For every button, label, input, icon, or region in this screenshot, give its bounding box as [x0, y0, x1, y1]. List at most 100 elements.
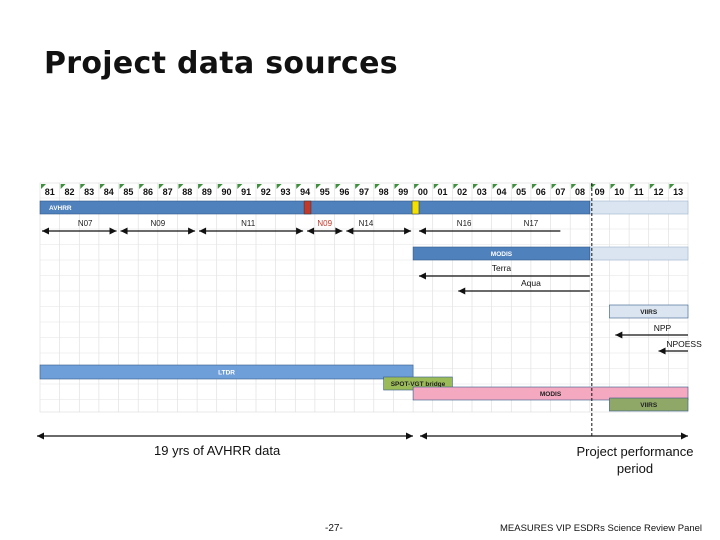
year-label-98: 98: [379, 187, 389, 197]
year-label-85: 85: [123, 187, 133, 197]
bar-viirs: [609, 304, 689, 319]
npp-arrow-head-left: [615, 331, 623, 339]
bar-label: VIIRS: [640, 309, 658, 316]
bar-label: MODIS: [540, 391, 562, 398]
year-cell-marker: [492, 184, 498, 189]
year-cell-marker: [315, 184, 321, 189]
performance-span-arrow-head-right: [681, 432, 688, 440]
year-label-94: 94: [300, 187, 310, 197]
year-cell-marker: [669, 184, 675, 189]
year-label-07: 07: [555, 187, 565, 197]
avhrr-arrow-1-head-right: [188, 227, 196, 235]
year-cell-marker: [119, 184, 125, 189]
year-cell-marker: [80, 184, 86, 189]
year-label-88: 88: [182, 187, 192, 197]
year-cell-marker: [394, 184, 400, 189]
year-label-91: 91: [241, 187, 251, 197]
year-label-10: 10: [614, 187, 624, 197]
avhrr-arrow-1-head-left: [120, 227, 128, 235]
year-cell-marker: [237, 184, 243, 189]
year-label-83: 83: [84, 187, 94, 197]
performance-period-caption: Project performance period: [576, 444, 694, 476]
avhrr-span-caption: 19 yrs of AVHRR data: [154, 443, 281, 458]
bar-extension-0: [589, 200, 689, 215]
year-cell-marker: [257, 184, 262, 189]
year-label-04: 04: [496, 187, 506, 197]
satellite-label: N09: [317, 219, 332, 228]
year-cell-marker: [630, 184, 636, 189]
year-label-81: 81: [45, 187, 55, 197]
bar-label: MODIS: [491, 251, 513, 258]
year-cell-marker: [473, 184, 478, 189]
terra-label: Terra: [492, 263, 512, 273]
year-label-90: 90: [222, 187, 232, 197]
year-label-12: 12: [654, 187, 664, 197]
bar-label: SPOT-VGT bridge: [391, 381, 446, 388]
data-source-timeline: 81 82 83 84 85 86 87 88 89 90 91 92 93 94 95 96 97 98 99 00…: [37, 182, 702, 440]
satellite-label: N16: [457, 219, 472, 228]
year-label-13: 13: [673, 187, 683, 197]
year-label-06: 06: [536, 187, 546, 197]
bar-label: AVHRR: [49, 205, 72, 212]
year-label-08: 08: [575, 187, 585, 197]
year-label-84: 84: [104, 187, 114, 197]
year-label-82: 82: [64, 187, 74, 197]
satellite-label: N09: [150, 219, 165, 228]
year-cell-marker: [355, 184, 361, 189]
aqua-label: Aqua: [521, 278, 541, 288]
year-cell-marker: [551, 184, 557, 189]
year-cell-marker: [41, 184, 46, 189]
bar-viirs: [609, 397, 689, 412]
year-label-99: 99: [398, 187, 408, 197]
year-cell-marker: [217, 184, 223, 189]
year-label-01: 01: [438, 187, 448, 197]
slide-title: Project data sources: [44, 46, 398, 81]
terra-arrow-head-left: [418, 272, 426, 280]
satellite-label: N11: [241, 219, 256, 228]
satellite-label: N17: [524, 219, 539, 228]
avhrr-arrow-2-head-left: [199, 227, 207, 235]
avhrr-arrow-4-head-right: [404, 227, 412, 235]
year-cell-marker: [571, 184, 577, 189]
year-label-96: 96: [339, 187, 349, 197]
year-cell-marker: [178, 184, 184, 189]
year-label-05: 05: [516, 187, 526, 197]
marker-0: [303, 200, 312, 215]
avhrr-arrow-0-head-right: [109, 227, 117, 235]
page-number: -27-: [325, 523, 343, 534]
year-cell-marker: [512, 184, 518, 189]
year-cell-marker: [60, 184, 66, 189]
year-label-09: 09: [595, 187, 605, 197]
year-cell-marker: [296, 184, 302, 189]
bar-extension-1: [589, 246, 689, 261]
year-cell-marker: [433, 184, 439, 189]
avhrr-arrow-2-head-right: [296, 227, 304, 235]
bar-avhrr: [39, 200, 591, 215]
year-label-95: 95: [320, 187, 330, 197]
avhrr-span-arrow-head-left: [37, 432, 44, 440]
year-label-97: 97: [359, 187, 369, 197]
year-cell-marker: [414, 184, 420, 189]
bar-ltdr: [39, 364, 414, 380]
avhrr-arrow-3-head-right: [335, 227, 343, 235]
year-label-93: 93: [280, 187, 290, 197]
year-cell-marker: [335, 184, 341, 189]
avhrr-arrow-n16-n17-head-left: [418, 227, 426, 235]
year-label-87: 87: [163, 187, 173, 197]
avhrr-arrow-0-head-left: [42, 227, 49, 235]
year-cell-marker: [139, 184, 145, 189]
year-label-00: 00: [418, 187, 428, 197]
npoess-arrow-head-left: [658, 347, 666, 355]
bar-modis: [412, 246, 591, 261]
footer-text: MEASURES VIP ESDRs Science Review Panel: [500, 523, 703, 534]
year-cell-marker: [649, 184, 655, 189]
npoess-label: NPOESS: [666, 339, 702, 349]
year-cell-marker: [610, 184, 616, 189]
year-cell-marker: [99, 184, 105, 189]
year-cell-marker: [374, 184, 380, 189]
performance-span-arrow-head-left: [420, 432, 427, 440]
year-label-02: 02: [457, 187, 467, 197]
year-label-89: 89: [202, 187, 212, 197]
avhrr-span-arrow-head-right: [406, 432, 413, 440]
year-cell-marker: [531, 184, 537, 189]
